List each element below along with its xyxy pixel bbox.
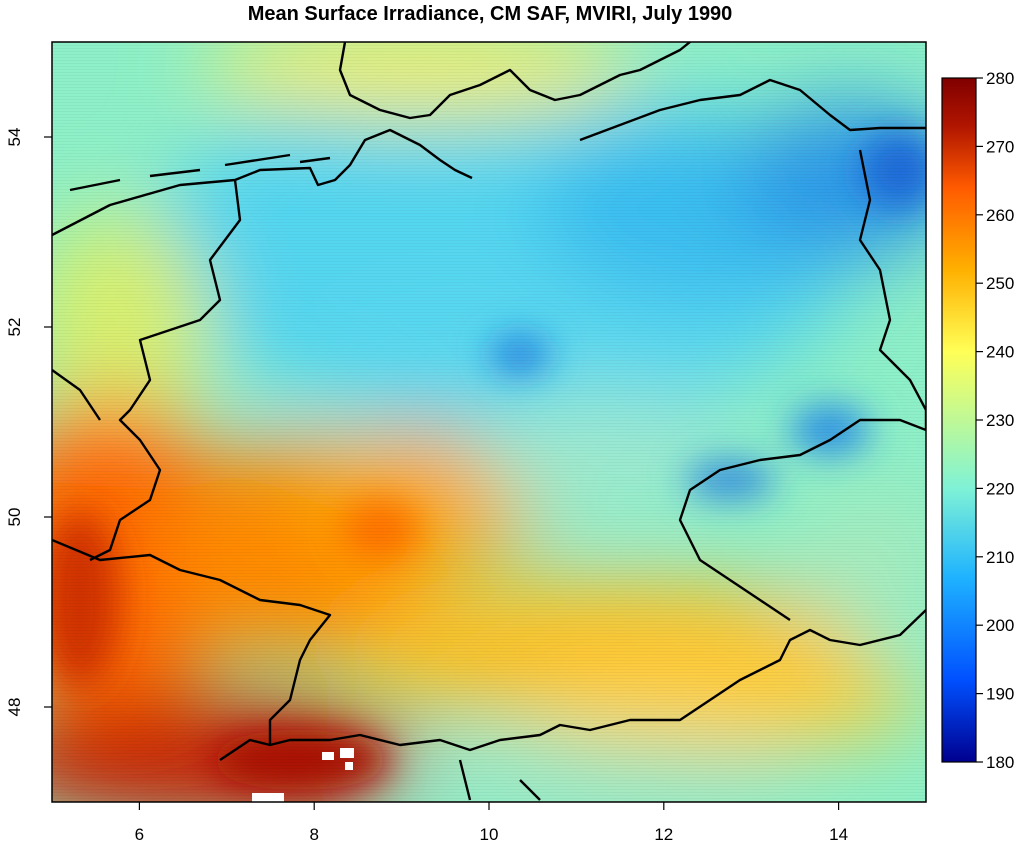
y-tick-label-54: 54 bbox=[5, 128, 24, 147]
y-tick-label-52: 52 bbox=[5, 318, 24, 337]
y-axis: 48 50 52 54 bbox=[5, 128, 52, 717]
x-tick-label-14: 14 bbox=[829, 825, 848, 844]
y-tick-label-48: 48 bbox=[5, 698, 24, 717]
color-tick-label-220: 220 bbox=[986, 479, 1014, 498]
y-tick-label-50: 50 bbox=[5, 508, 24, 527]
color-tick-label-230: 230 bbox=[986, 411, 1014, 430]
coastline-borders bbox=[52, 42, 926, 801]
color-bar-axis: 180 190 200 210 220 230 240 250 260 270 280 bbox=[976, 69, 1014, 772]
color-tick-label-280: 280 bbox=[986, 69, 1014, 88]
irradiance-field bbox=[52, 42, 926, 802]
x-tick-label-12: 12 bbox=[654, 825, 673, 844]
color-tick-label-270: 270 bbox=[986, 137, 1014, 156]
color-tick-label-210: 210 bbox=[986, 548, 1014, 567]
color-tick-label-180: 180 bbox=[986, 753, 1014, 772]
color-tick-label-240: 240 bbox=[986, 343, 1014, 362]
color-tick-label-250: 250 bbox=[986, 274, 1014, 293]
x-axis: 6 8 10 12 14 bbox=[135, 802, 848, 844]
x-tick-label-6: 6 bbox=[135, 825, 144, 844]
x-tick-label-10: 10 bbox=[480, 825, 499, 844]
map-title: Mean Surface Irradiance, CM SAF, MVIRI, … bbox=[247, 3, 733, 25]
color-tick-label-190: 190 bbox=[986, 685, 1014, 704]
color-tick-label-260: 260 bbox=[986, 206, 1014, 225]
color-bar bbox=[941, 77, 977, 763]
x-tick-label-8: 8 bbox=[309, 825, 318, 844]
color-tick-label-200: 200 bbox=[986, 616, 1014, 635]
